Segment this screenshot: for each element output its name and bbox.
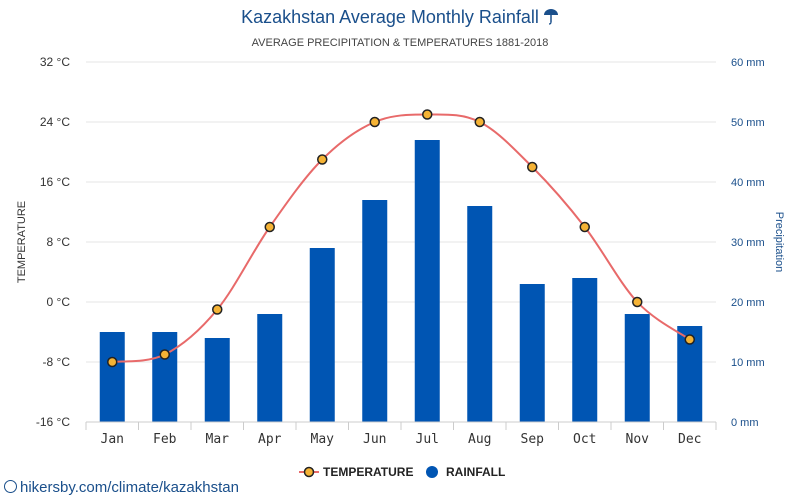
x-tick-label: Dec xyxy=(678,432,701,447)
rainfall-bar xyxy=(572,278,598,422)
temperature-point xyxy=(317,154,328,165)
temperature-point xyxy=(369,116,380,128)
x-tick-label: Nov xyxy=(626,432,650,447)
legend-temperature-label: TEMPERATURE xyxy=(323,465,413,479)
temperature-point xyxy=(684,334,695,345)
right-tick-label: 0 mm xyxy=(731,417,759,429)
legend-item-temperature[interactable]: TEMPERATURE xyxy=(299,465,413,479)
left-tick-label: 8 °C xyxy=(47,235,71,249)
temperature-point xyxy=(107,356,118,368)
rainfall-bars xyxy=(99,140,703,422)
legend-temperature-marker xyxy=(303,466,315,478)
left-tick-label: 24 °C xyxy=(40,115,70,129)
left-axis-title: TEMPERATURE xyxy=(16,201,28,283)
x-tick-label: Jul xyxy=(416,432,439,447)
rainfall-bar xyxy=(624,314,650,422)
rainfall-bar xyxy=(99,332,125,422)
left-tick-label: 0 °C xyxy=(47,295,71,309)
legend-item-rainfall[interactable]: RAINFALL xyxy=(426,465,505,479)
right-tick-label: 10 mm xyxy=(731,357,765,369)
left-tick-label: 16 °C xyxy=(40,175,70,189)
temperature-point xyxy=(159,349,170,360)
rainfall-bar xyxy=(467,206,493,422)
rainfall-bar xyxy=(257,314,283,422)
left-tick-label: 32 °C xyxy=(40,55,70,69)
temperature-line xyxy=(112,113,691,363)
rainfall-bar xyxy=(204,338,230,422)
globe-icon xyxy=(4,480,17,493)
temperature-line-group xyxy=(107,109,695,368)
temperature-point xyxy=(527,161,538,173)
rainfall-bar xyxy=(362,200,388,422)
right-tick-label: 40 mm xyxy=(731,177,765,189)
right-axis-title: Precipitation xyxy=(773,212,785,273)
left-tick-label: -8 °C xyxy=(43,355,71,369)
temperature-point xyxy=(474,116,485,128)
rainfall-bar xyxy=(309,248,335,422)
chart-title: Kazakhstan Average Monthly Rainfall xyxy=(241,7,539,27)
left-tick-label: -16 °C xyxy=(36,415,70,429)
x-tick-label: Sep xyxy=(521,432,545,447)
x-tick-label: Jan xyxy=(101,432,124,447)
umbrella-icon xyxy=(544,9,558,25)
x-tick-label: Jun xyxy=(363,432,386,447)
legend-rainfall-marker xyxy=(426,466,438,478)
x-tick-label: May xyxy=(311,432,335,447)
temperature-point xyxy=(212,304,223,315)
temperature-point xyxy=(422,109,433,120)
rainfall-bar xyxy=(152,332,178,422)
x-tick-label: Oct xyxy=(573,432,596,447)
temperature-point xyxy=(579,221,590,233)
axes: -16 °C -8 °C 0 °C 8 °C 16 °C 24 °C 32 °C 0 mm 10… xyxy=(36,55,765,447)
source-link[interactable]: hikersby.com/climate/kazakhstan xyxy=(4,479,239,496)
temperature-point xyxy=(632,296,643,308)
legend: TEMPERATURE RAINFALL xyxy=(299,465,505,479)
right-tick-label: 20 mm xyxy=(731,297,765,309)
source-link-text: hikersby.com/climate/kazakhstan xyxy=(20,479,239,496)
rainfall-bar xyxy=(519,284,545,422)
x-tick-label: Mar xyxy=(206,432,230,447)
chart-subtitle: AVERAGE PRECIPITATION & TEMPERATURES 188… xyxy=(252,37,549,49)
right-tick-label: 50 mm xyxy=(731,117,765,129)
x-tick-label: Aug xyxy=(468,432,491,447)
x-tick-label: Apr xyxy=(258,432,282,447)
temperature-point xyxy=(264,221,275,233)
right-tick-label: 60 mm xyxy=(731,57,765,69)
right-tick-label: 30 mm xyxy=(731,237,765,249)
legend-rainfall-label: RAINFALL xyxy=(446,465,505,479)
rainfall-bar xyxy=(414,140,440,422)
x-tick-label: Feb xyxy=(153,432,177,447)
